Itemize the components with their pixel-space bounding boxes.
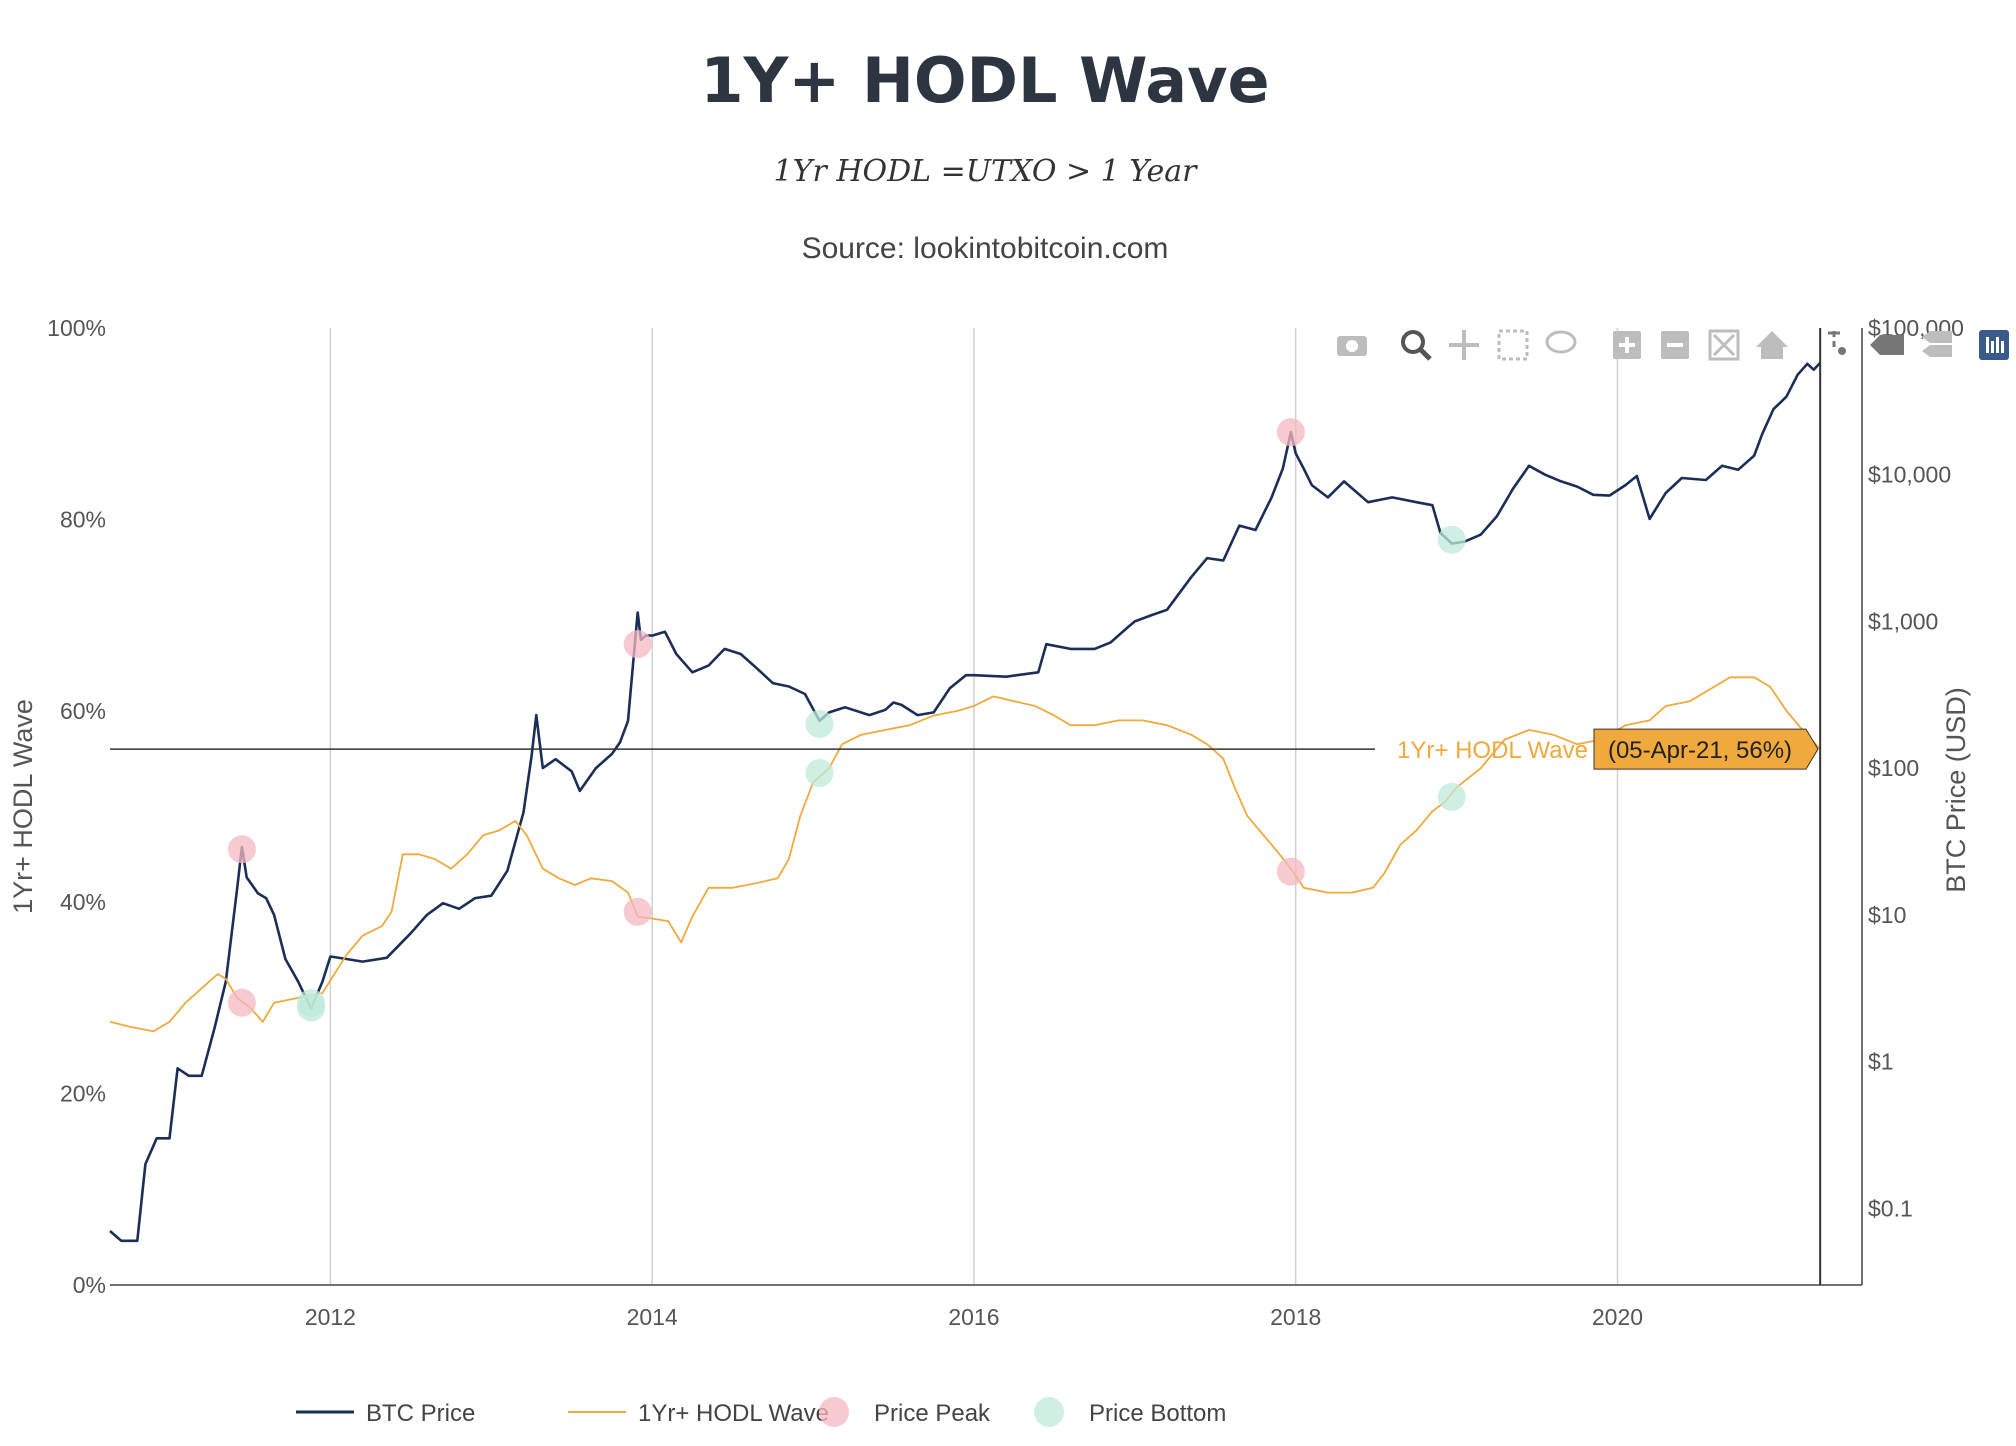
- legend-item-price-peak[interactable]: Price Peak: [819, 1397, 991, 1427]
- pan-icon[interactable]: [1449, 330, 1479, 360]
- chart-source: Source: lookintobitcoin.com: [801, 232, 1169, 265]
- autoscale-icon[interactable]: [1708, 329, 1740, 361]
- plotly-logo-bar-3: [2001, 341, 2004, 353]
- box-outline: [1497, 329, 1529, 361]
- price-bottom-marker-1: [805, 709, 834, 738]
- price-peak-marker-2: [1276, 418, 1305, 447]
- hover-layer: 1Yr+ HODL Wave (05-Apr-21, 56%): [110, 328, 1822, 1285]
- y-left-tick-label-40: 40%: [60, 889, 106, 915]
- chart-title: 1Y+ HODL Wave: [700, 44, 1270, 117]
- zoom-handle: [1419, 348, 1432, 361]
- plotly-logo-bar-0: [1986, 337, 1989, 353]
- y-left-tick-label-60: 60%: [60, 698, 106, 724]
- x-tick-label-2020: 2020: [1592, 1304, 1643, 1330]
- home-shape: [1756, 331, 1788, 359]
- price-peak-marker-4: [623, 897, 652, 926]
- legend-item-price-bottom[interactable]: Price Bottom: [1034, 1397, 1226, 1427]
- box-select-icon[interactable]: [1497, 329, 1529, 361]
- y-right-tick-label-$1,000: $1,000: [1868, 608, 1938, 634]
- pan-cross: [1449, 330, 1479, 360]
- spike-lines-icon[interactable]: [1828, 331, 1846, 355]
- series-line-btc-price: [109, 361, 1822, 1243]
- hover-series-label: 1Yr+ HODL Wave: [1397, 737, 1588, 764]
- zoom-glass: [1401, 330, 1425, 354]
- legend-item-btc-price[interactable]: BTC Price: [296, 1400, 475, 1427]
- y-right-tick-label-$1: $1: [1868, 1049, 1894, 1075]
- reset-axes-icon[interactable]: [1756, 331, 1788, 359]
- plotly-logo-icon[interactable]: [1979, 330, 2009, 360]
- y-left-tick-label-80: 80%: [60, 506, 106, 532]
- x-tick-label-2014: 2014: [627, 1304, 678, 1330]
- price-peak-marker-1: [623, 630, 652, 659]
- zoom-in-icon[interactable]: [1613, 331, 1641, 359]
- hover-value-label: (05-Apr-21, 56%): [1608, 737, 1792, 764]
- y-right-tick-label-$10,000: $10,000: [1868, 462, 1951, 488]
- lasso-loop: [1545, 330, 1577, 354]
- hover-compare-shape: [1922, 331, 1952, 357]
- grid-lines: [329, 328, 1619, 1285]
- series-line-1yr-hodl-wave: [109, 676, 1821, 1033]
- camera-lens: [1346, 340, 1358, 352]
- marker-layer: [227, 418, 1466, 1022]
- series-layer: [109, 361, 1822, 1243]
- x-tick-label-2012: 2012: [305, 1304, 356, 1330]
- legend-swatch: [1034, 1397, 1064, 1427]
- legend-label: Price Peak: [874, 1400, 991, 1427]
- y-right-tick-label-$0.1: $0.1: [1868, 1195, 1913, 1221]
- y-left-tick-label-0: 0%: [73, 1272, 106, 1298]
- legend[interactable]: BTC Price 1Yr+ HODL Wave Price Peak Price B…: [296, 1397, 1226, 1427]
- x-tick-label-2018: 2018: [1270, 1304, 1321, 1330]
- legend-label: Price Bottom: [1089, 1400, 1226, 1427]
- y-left-axis-title: 1Yr+ HODL Wave: [8, 699, 38, 914]
- chart-formula: 1Yr HODL =UTXO > 1 Year: [773, 154, 1197, 189]
- camera-icon[interactable]: [1337, 336, 1367, 356]
- lasso-icon[interactable]: [1545, 330, 1577, 354]
- hover-closest-shape: [1870, 335, 1904, 355]
- axes: 2012 2014 2016 2018 2020 0% 20% 40% 60% 80% 100% $0…: [8, 315, 1971, 1330]
- x-tick-label-2016: 2016: [948, 1304, 999, 1330]
- legend-swatch: [819, 1397, 849, 1427]
- y-right-axis-title: BTC Price (USD): [1941, 687, 1971, 893]
- y-left-tick-label-100: 100%: [47, 315, 106, 341]
- price-bottom-marker-4: [805, 759, 834, 788]
- legend-item-1yr-hodl-wave[interactable]: 1Yr+ HODL Wave: [568, 1400, 829, 1427]
- legend-label: BTC Price: [366, 1400, 475, 1427]
- plotly-logo-bar-2: [1996, 337, 1999, 353]
- zoom-in-icon-bar-v: [1625, 337, 1629, 353]
- y-right-tick-label-$100: $100: [1868, 755, 1919, 781]
- hover-label-box: [1593, 728, 1819, 770]
- y-right-tick-label-$10: $10: [1868, 902, 1906, 928]
- price-peak-marker-5: [1276, 857, 1305, 886]
- plotly-logo-bar-1: [1991, 341, 1994, 353]
- modebar[interactable]: [1337, 329, 2009, 361]
- spike-lines-shape: [1828, 331, 1840, 347]
- price-bottom-marker-2: [1437, 525, 1466, 554]
- price-peak-marker-3: [227, 988, 256, 1017]
- autoscale-arrows: [1712, 333, 1736, 357]
- legend-label: 1Yr+ HODL Wave: [638, 1400, 829, 1427]
- hover-compare-icon[interactable]: [1922, 331, 1952, 357]
- zoom-out-icon[interactable]: [1661, 331, 1689, 359]
- zoom-out-icon-bar-h: [1667, 343, 1683, 347]
- y-left-tick-label-20: 20%: [60, 1081, 106, 1107]
- price-bottom-marker-5: [1437, 782, 1466, 811]
- spike-dot: [1838, 347, 1846, 355]
- price-bottom-marker-3: [297, 993, 326, 1022]
- price-peak-marker-0: [227, 835, 256, 864]
- zoom-icon[interactable]: [1401, 330, 1432, 361]
- autoscale-frame: [1708, 329, 1740, 361]
- hover-closest-icon[interactable]: [1870, 335, 1904, 355]
